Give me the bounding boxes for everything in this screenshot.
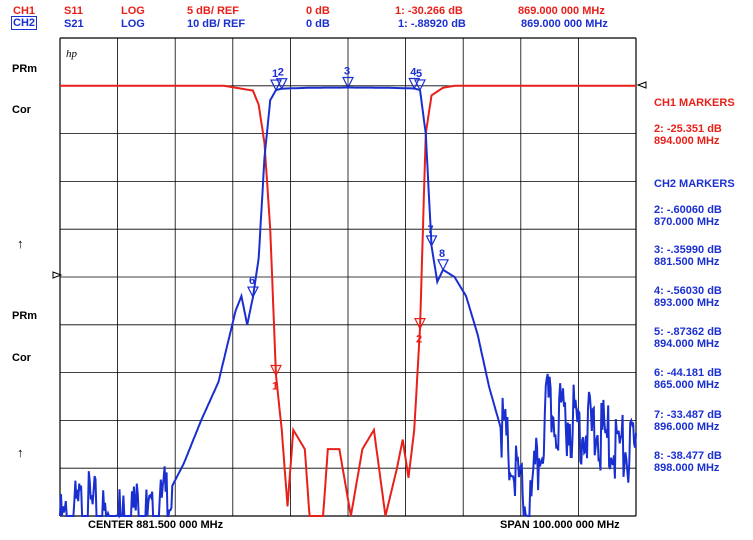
ch2-marker-8-value: 8: -38.477 dB [654,450,722,462]
ch2-marker-8-freq: 898.000 MHz [654,462,719,474]
ch2-marker-3-value: 3: -.35990 dB [654,244,722,256]
span-frequency: SPAN 100.000 000 MHz [500,519,620,531]
ch2-marker-2-value: 2: -.60060 dB [654,204,722,216]
center-frequency: CENTER 881.500 000 MHz [88,519,223,531]
ch2-marker-4-freq: 893.000 MHz [654,297,719,309]
ch2-markers-title: CH2 MARKERS [654,178,735,190]
ch1-marker-2-number: 2 [416,334,422,346]
ch1-marker-2-freq: 894.000 MHz [654,135,719,147]
ch1-marker-2-value: 2: -25.351 dB [654,123,722,135]
ch2-marker-5-value: 5: -.87362 dB [654,326,722,338]
ch2-marker-8-number: 8 [439,248,445,260]
ch2-marker-2-number: 2 [278,67,284,79]
ch1-ref-arrow-icon [638,82,646,88]
ch2-marker-8-triangle [438,260,448,270]
ch2-marker-6-freq: 865.000 MHz [654,379,719,391]
ch2-marker-7-value: 7: -33.487 dB [654,409,722,421]
ch2-marker-6-number: 6 [249,275,255,287]
ch2-marker-7-number: 7 [428,224,434,236]
ch2-marker-5-number: 5 [416,68,422,80]
ch2-marker-5-freq: 894.000 MHz [654,338,719,350]
hp-logo: hp [66,48,78,60]
ch2-marker-4-value: 4: -.56030 dB [654,285,722,297]
ch2-marker-3-freq: 881.500 MHz [654,256,719,268]
ch1-marker-1-number: 1 [272,380,278,392]
ch2-marker-6-value: 6: -44.181 dB [654,367,722,379]
ch2-marker-2-freq: 870.000 MHz [654,216,719,228]
ch2-marker-7-freq: 896.000 MHz [654,421,719,433]
ch1-markers-title: CH1 MARKERS [654,97,735,109]
plot-grid [60,38,636,516]
ch2-marker-3-number: 3 [344,66,350,78]
